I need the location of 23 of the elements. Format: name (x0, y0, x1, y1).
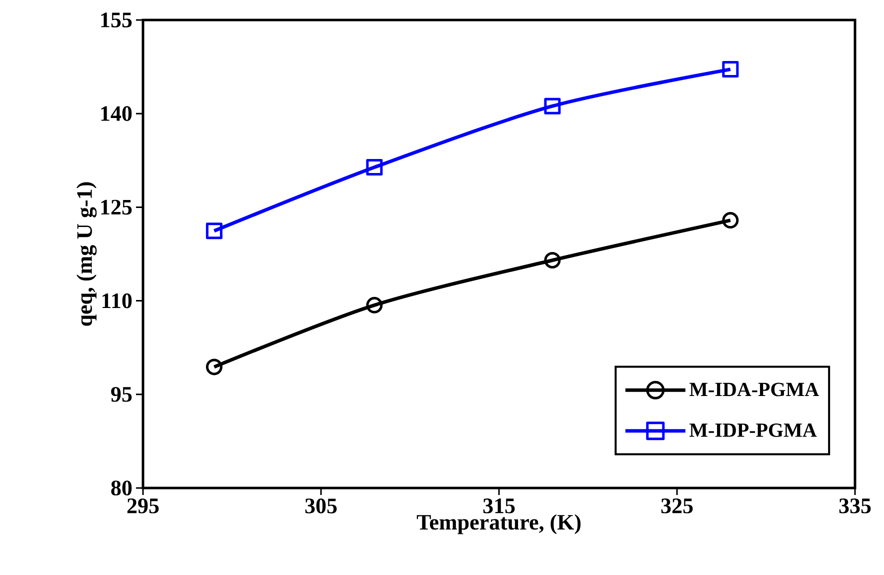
y-tick-label: 80 (111, 480, 132, 496)
x-tick-label: 305 (305, 498, 337, 514)
point (366, 159, 383, 176)
legend-label: M-IDA-PGMA (689, 382, 819, 396)
point (722, 61, 739, 78)
y-tick-label: 95 (111, 387, 132, 402)
point (366, 296, 383, 314)
x-tick-label: 295 (127, 498, 159, 514)
point (206, 222, 222, 240)
x-axis-title: Temperature, (K) (416, 514, 581, 534)
y-axis-title: qeq, (mg U g-1) (76, 182, 97, 326)
x-tick-label: 325 (661, 498, 693, 514)
point (206, 358, 222, 376)
y-tick-label: 155 (101, 12, 132, 28)
y-tick-label: 125 (101, 200, 132, 215)
point (722, 212, 739, 229)
x-tick-label: 315 (483, 498, 515, 514)
y-tick-label: 140 (101, 106, 132, 122)
point (544, 98, 561, 114)
legend-label: M-IDP-PGMA (689, 424, 817, 437)
y-tick-label: 110 (102, 293, 132, 308)
point (544, 252, 561, 268)
x-tick-label: 335 (839, 498, 871, 514)
